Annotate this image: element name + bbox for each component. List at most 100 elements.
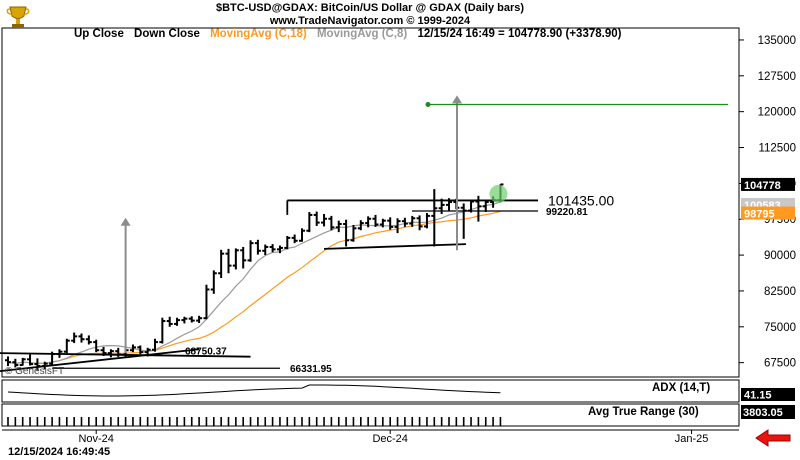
- price-bar: [254, 239, 261, 255]
- atr-value-box: [741, 405, 795, 419]
- price-badge: 98795: [741, 206, 795, 221]
- price-bar: [12, 358, 19, 368]
- price-bar: [387, 217, 394, 230]
- price-bar: [137, 345, 144, 355]
- price-bar: [225, 248, 232, 274]
- y-axis-layer: 6750075000825009000097500105000112500120…: [739, 35, 796, 370]
- y-tick-label: 90000: [764, 250, 796, 262]
- scroll-left-arrow-icon[interactable]: [754, 428, 792, 448]
- price-bar: [306, 212, 313, 233]
- legend-ma8: MovingAvg (C,8): [316, 28, 408, 40]
- atr-value: 3803.05: [743, 407, 783, 419]
- price-bar: [166, 316, 173, 327]
- adx-panel-border: [1, 379, 740, 403]
- chart-title: $BTC-USD@GDAX: BitCoin/US Dollar @ GDAX …: [215, 2, 525, 14]
- price-bar: [5, 356, 11, 367]
- y-tick-label: 67500: [764, 358, 796, 370]
- level-label-66331: 66331.95: [290, 364, 332, 375]
- price-bar: [401, 217, 408, 227]
- price-bar: [159, 317, 166, 344]
- channel-bottom: [324, 243, 467, 250]
- price-bar: [85, 335, 92, 345]
- chart-legend: Up Close Down Close MovingAvg (C,18) Mov…: [74, 28, 628, 40]
- price-bar: [284, 235, 291, 250]
- price-bar: [335, 220, 342, 233]
- price-bar: [174, 317, 181, 326]
- price-bar: [423, 213, 430, 229]
- price-badge-label: 98795: [744, 209, 775, 221]
- price-bar: [394, 218, 401, 234]
- price-bar: [107, 349, 114, 358]
- level-line-68750: [0, 352, 251, 358]
- price-bar: [343, 219, 350, 247]
- price-bar: [218, 249, 225, 279]
- price-bar: [27, 354, 34, 366]
- adx-value: 41.15: [744, 390, 772, 402]
- x-tick-label: Dec-24: [372, 433, 407, 445]
- price-bar: [247, 240, 254, 262]
- legend-down-close: Down Close: [134, 28, 200, 40]
- price-bar: [460, 203, 467, 239]
- ma8-layer: [7, 201, 501, 365]
- price-bar: [196, 315, 203, 323]
- last-price-highlight: [489, 184, 508, 203]
- price-bar: [365, 216, 372, 228]
- price-bar: [379, 218, 386, 228]
- projection-arrowhead-1: [120, 217, 131, 226]
- price-bar: [350, 224, 357, 242]
- datetime-stamp: 12/15/2024 16:49:45: [8, 446, 111, 458]
- main-plot-border: [1, 27, 740, 378]
- price-badge-label: 104778: [744, 180, 781, 192]
- price-bar: [482, 199, 489, 213]
- price-bar: [291, 234, 298, 244]
- lower-panels-layer: 41.15 3803.05 Nov-24 Dec-24 Jan-25: [1, 379, 795, 445]
- projection-arrowhead-2: [452, 95, 462, 104]
- price-bar: [181, 316, 188, 324]
- price-bar: [71, 332, 78, 344]
- price-bar: [409, 215, 416, 227]
- y-tick-label: 112500: [758, 143, 796, 155]
- target-dot: [425, 101, 431, 107]
- atr-panel-border: [1, 403, 740, 427]
- adx-panel-label: ADX (14,T): [652, 382, 711, 394]
- price-bar: [232, 248, 239, 270]
- adx-line: [7, 384, 501, 397]
- y-tick-label: 127500: [758, 71, 796, 83]
- y-tick-label: 120000: [758, 107, 796, 119]
- y-tick-label: 82500: [764, 286, 796, 298]
- adx-value-box: [741, 388, 795, 401]
- copyright-line: www.TradeNavigator.com © 1999-2024: [269, 15, 471, 27]
- y-tick-label: 75000: [764, 322, 796, 334]
- atr-panel-label: Avg True Range (30): [588, 406, 699, 418]
- price-bar: [19, 357, 26, 367]
- price-bar: [431, 189, 438, 247]
- level-label-99220: 99220.81: [546, 207, 588, 218]
- ma8-line: [7, 201, 501, 365]
- x-tick-label: Nov-24: [78, 433, 113, 445]
- legend-quote: 12/15/24 16:49 = 104778.90 (+3378.90): [417, 28, 622, 40]
- level-label-68750: 68750.37: [185, 347, 227, 358]
- price-bar: [416, 215, 423, 231]
- price-bar: [63, 338, 70, 354]
- price-bar: [372, 214, 379, 227]
- legend-up-close: Up Close: [74, 28, 124, 40]
- watermark-text: © GenesisFT: [5, 366, 64, 377]
- trade-navigator-logo-icon: [6, 4, 30, 30]
- price-bar: [93, 339, 100, 353]
- price-bar: [210, 270, 217, 294]
- price-bar: [78, 333, 85, 343]
- price-badge-box: [741, 206, 795, 220]
- level-label-101435: 101435.00: [548, 192, 614, 208]
- price-bars-layer: [5, 183, 504, 371]
- price-bar: [240, 246, 247, 269]
- price-badge: 104778: [741, 177, 795, 192]
- price-bar: [152, 338, 158, 352]
- price-bar: [188, 316, 195, 323]
- rising-trendline: [0, 348, 200, 373]
- x-tick-label: Jan-25: [675, 433, 709, 445]
- price-bar: [328, 215, 335, 231]
- price-bar: [321, 213, 328, 227]
- price-bar: [262, 244, 269, 256]
